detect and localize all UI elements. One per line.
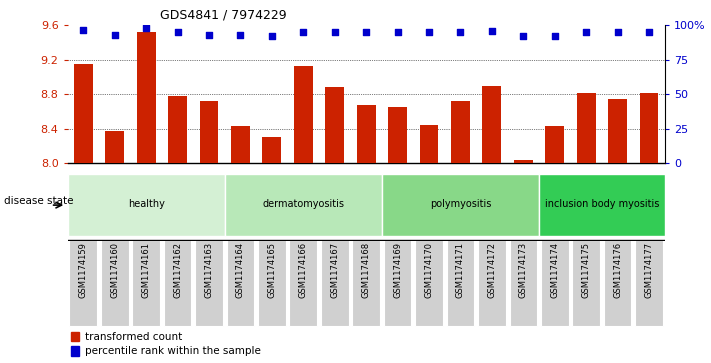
Bar [451,101,470,163]
Point [266,33,277,39]
Bar [289,240,317,326]
Point [329,29,341,35]
Text: inclusion body myositis: inclusion body myositis [545,199,659,209]
Bar [227,240,255,326]
Point [518,33,529,39]
Point [455,29,466,35]
Bar [541,240,569,326]
Bar [510,240,538,326]
Bar [577,93,596,163]
Bar [164,240,191,326]
Point [141,25,152,31]
Bar [70,240,97,326]
Bar [71,332,79,341]
Point [612,29,624,35]
Bar [321,240,348,326]
Point [423,29,434,35]
Bar [294,66,313,163]
Bar [539,174,665,236]
Bar [71,346,79,356]
Text: GSM1174176: GSM1174176 [613,242,622,298]
Bar [514,160,533,163]
Bar [195,240,223,326]
Text: GSM1174174: GSM1174174 [550,242,560,298]
Text: GSM1174162: GSM1174162 [173,242,182,298]
Bar [545,126,565,163]
Text: GSM1174177: GSM1174177 [645,242,653,298]
Text: GSM1174168: GSM1174168 [362,242,370,298]
Text: GSM1174167: GSM1174167 [330,242,339,298]
Text: dermatomyositis: dermatomyositis [262,199,344,209]
Bar [640,93,658,163]
Bar [384,240,412,326]
Text: GSM1174169: GSM1174169 [393,242,402,298]
Bar [357,105,375,163]
Point [77,26,89,32]
Bar [168,96,187,163]
Point [580,29,592,35]
Bar [388,107,407,163]
Bar [262,138,282,163]
Bar [353,240,380,326]
Text: GSM1174164: GSM1174164 [236,242,245,298]
Point [549,33,560,39]
Text: GDS4841 / 7974229: GDS4841 / 7974229 [160,9,287,22]
Text: GSM1174170: GSM1174170 [424,242,434,298]
Bar [326,87,344,163]
Text: GSM1174161: GSM1174161 [141,242,151,298]
Text: GSM1174173: GSM1174173 [519,242,528,298]
Bar [231,126,250,163]
Bar [483,86,501,163]
Bar [478,240,506,326]
Bar [68,174,225,236]
Text: disease state: disease state [4,196,73,207]
Point [109,32,120,38]
Point [235,32,246,38]
Text: polymyositis: polymyositis [429,199,491,209]
Text: GSM1174159: GSM1174159 [79,242,87,298]
Bar [608,99,627,163]
Bar [105,131,124,163]
Text: GSM1174160: GSM1174160 [110,242,119,298]
Point [298,29,309,35]
Bar [200,101,218,163]
Bar [132,240,160,326]
Text: GSM1174165: GSM1174165 [267,242,277,298]
Bar [101,240,129,326]
Bar [604,240,631,326]
Text: GSM1174163: GSM1174163 [205,242,213,298]
Text: percentile rank within the sample: percentile rank within the sample [85,346,261,356]
Text: GSM1174166: GSM1174166 [299,242,308,298]
Text: healthy: healthy [128,199,164,209]
Point [203,32,215,38]
Bar [382,174,539,236]
Text: transformed count: transformed count [85,331,183,342]
Bar [572,240,600,326]
Bar [447,240,474,326]
Bar [419,125,439,163]
Point [172,29,183,35]
Text: GSM1174175: GSM1174175 [582,242,591,298]
Point [392,29,403,35]
Bar [225,174,382,236]
Text: GSM1174172: GSM1174172 [488,242,496,298]
Bar [258,240,286,326]
Bar [635,240,663,326]
Bar [415,240,443,326]
Bar [74,64,92,163]
Point [643,29,655,35]
Point [360,29,372,35]
Point [486,28,498,34]
Bar [137,32,156,163]
Text: GSM1174171: GSM1174171 [456,242,465,298]
